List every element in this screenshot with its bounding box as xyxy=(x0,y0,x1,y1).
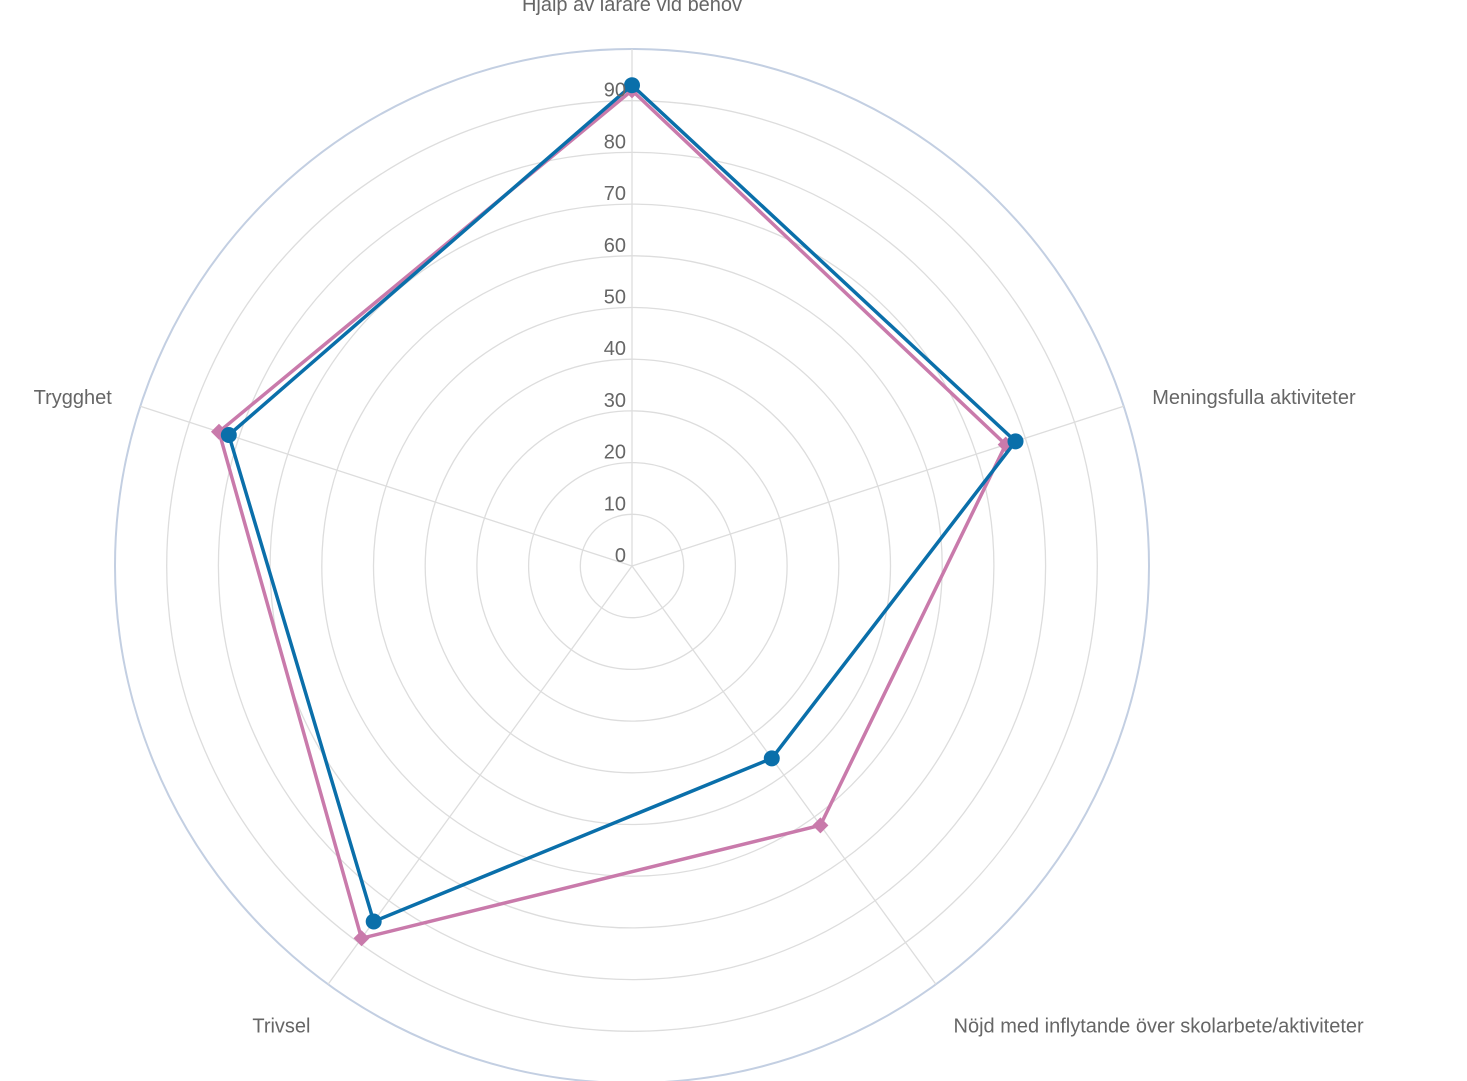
tick-label-80: 80 xyxy=(604,131,626,153)
tick-label-30: 30 xyxy=(604,390,626,412)
spoke-2 xyxy=(631,565,937,985)
series-0-point-2 xyxy=(812,817,829,834)
grid-layer xyxy=(114,48,1150,1081)
radial-tick-labels: 0 10 20 30 40 50 60 70 80 90 xyxy=(604,80,626,567)
series-1 xyxy=(220,77,1024,930)
category-label-3: Trivsel xyxy=(252,1016,310,1038)
tick-label-40: 40 xyxy=(604,338,626,360)
category-label-4: Trygghet xyxy=(34,387,113,409)
tick-label-20: 20 xyxy=(604,442,626,464)
tick-label-90: 90 xyxy=(604,80,626,102)
tick-label-60: 60 xyxy=(604,235,626,257)
series-layer xyxy=(210,77,1024,947)
spoke-1 xyxy=(631,405,1124,567)
series-1-point-1 xyxy=(1007,433,1024,450)
category-labels: Hjälp av lärare vid behov Meningsfulla ak… xyxy=(34,0,1364,1038)
series-0-line xyxy=(217,88,1008,941)
category-label-1: Meningsfulla aktiviteter xyxy=(1152,387,1356,409)
spoke-3 xyxy=(327,565,633,985)
series-1-point-0 xyxy=(624,77,640,94)
series-1-line xyxy=(227,83,1018,924)
series-1-point-2 xyxy=(763,750,780,767)
tick-label-10: 10 xyxy=(604,493,626,515)
series-1-point-3 xyxy=(365,913,382,930)
category-label-2: Nöjd med inflytande över skolarbete/akti… xyxy=(954,1016,1365,1038)
tick-label-50: 50 xyxy=(604,287,626,309)
series-0-point-3 xyxy=(353,930,370,947)
series-1-point-4 xyxy=(220,426,237,443)
tick-label-0: 0 xyxy=(615,545,626,567)
tick-label-70: 70 xyxy=(604,183,626,205)
category-label-0: Hjälp av lärare vid behov xyxy=(522,0,742,16)
